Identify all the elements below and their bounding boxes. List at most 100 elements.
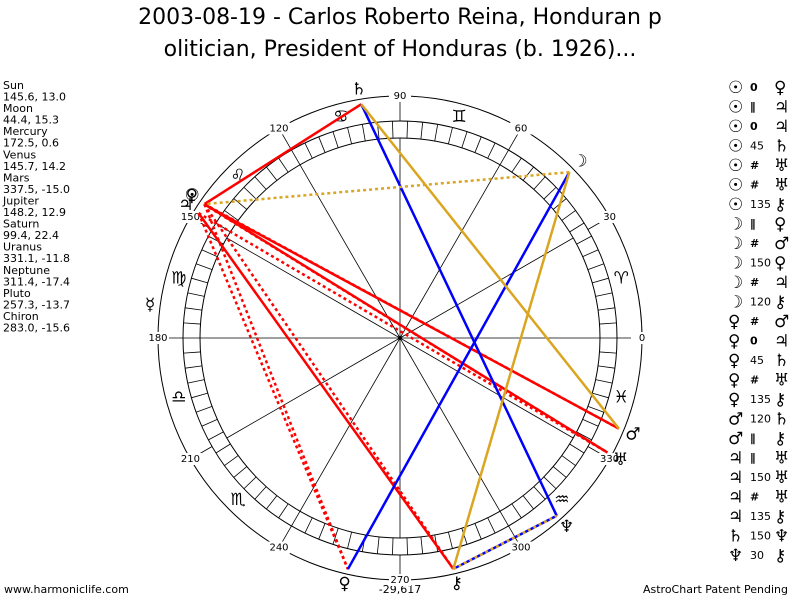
aspect-line bbox=[203, 203, 609, 454]
planet-name: Venus bbox=[3, 148, 36, 161]
planet-name: Pluto bbox=[3, 287, 31, 300]
aspect-planet: ♅ bbox=[774, 176, 789, 196]
aspect-planet: ♀ bbox=[728, 312, 740, 332]
aspect-type: ∥ bbox=[750, 218, 756, 231]
aspect-line bbox=[452, 514, 558, 571]
zodiac-sign: ♓ bbox=[614, 387, 629, 407]
ring-tick bbox=[561, 455, 576, 466]
aspect-planet: ♃ bbox=[774, 332, 789, 352]
ring-tick bbox=[595, 292, 613, 297]
aspect-line bbox=[203, 203, 620, 430]
degree-label-bg bbox=[389, 574, 411, 586]
ring-tick bbox=[361, 124, 366, 142]
ring-tick bbox=[243, 186, 257, 200]
planet-glyph: ♆ bbox=[559, 517, 574, 537]
aspect-type: 135 bbox=[750, 198, 771, 211]
zodiac-sign: ♎ bbox=[171, 387, 186, 407]
ring-tick bbox=[201, 418, 218, 427]
aspect-planet: ♆ bbox=[774, 527, 789, 547]
planet-coords: 172.5, 0.6 bbox=[3, 137, 59, 150]
aspect-planet: ⚷ bbox=[774, 429, 786, 449]
ring-tick bbox=[576, 235, 592, 245]
aspect-planet: ♆ bbox=[728, 546, 743, 566]
ring-tick bbox=[595, 379, 613, 384]
aspect-planet: ♀ bbox=[728, 390, 740, 410]
ring-tick bbox=[487, 142, 496, 159]
planet-coords: 145.7, 14.2 bbox=[3, 160, 66, 173]
ring-tick bbox=[420, 122, 424, 140]
aspect-planet: ♄ bbox=[774, 137, 789, 157]
aspect-line bbox=[203, 203, 455, 570]
aspect-line bbox=[203, 103, 362, 206]
degree-label-bg bbox=[631, 332, 653, 344]
degree-label: 60 bbox=[515, 123, 528, 134]
ring-tick bbox=[215, 443, 231, 454]
aspect-planet: ☉ bbox=[728, 156, 743, 176]
planet-glyph: ♀ bbox=[338, 574, 350, 594]
ring-tick bbox=[522, 495, 534, 510]
aspect-type: # bbox=[750, 276, 759, 289]
aspect-planet: ♂ bbox=[728, 429, 743, 449]
aspect-planet: ♅ bbox=[774, 371, 789, 391]
ring-tick bbox=[587, 263, 605, 270]
ring-tick bbox=[376, 536, 380, 554]
ring-tick bbox=[332, 131, 339, 148]
ring-tick bbox=[291, 149, 301, 165]
ring-tick bbox=[191, 392, 208, 399]
house-spoke bbox=[399, 337, 574, 439]
planet-coords: 337.5, -15.0 bbox=[3, 183, 70, 196]
degree-label: 30 bbox=[603, 212, 616, 223]
degree-label: 210 bbox=[181, 454, 200, 465]
ring-tick bbox=[420, 536, 424, 554]
aspect-planet: ☽ bbox=[728, 234, 743, 254]
aspect-planet: ☉ bbox=[728, 78, 743, 98]
degree-label-bg bbox=[179, 211, 202, 223]
ring-tick bbox=[592, 392, 609, 399]
degree-label-bg bbox=[598, 211, 621, 223]
aspect-planet: ♃ bbox=[728, 468, 743, 488]
aspect-planet: ☽ bbox=[728, 215, 743, 235]
aspect-planet: ☉ bbox=[728, 117, 743, 137]
zodiac-sign: ♏ bbox=[230, 490, 245, 510]
ring-tick bbox=[576, 431, 592, 441]
aspect-planet: ♅ bbox=[774, 468, 789, 488]
aspect-planet: ♃ bbox=[774, 273, 789, 293]
planet-glyph: ⚷ bbox=[450, 574, 462, 594]
ring-tick bbox=[487, 517, 496, 534]
ring-tick bbox=[582, 418, 599, 427]
aspect-planet: ♄ bbox=[774, 410, 789, 430]
ring-tick bbox=[543, 186, 557, 200]
aspect-type: 120 bbox=[750, 413, 771, 426]
ring-tick bbox=[266, 166, 278, 181]
aspect-planet: ☽ bbox=[728, 254, 743, 274]
degree-label-bg bbox=[510, 122, 532, 135]
ring-tick bbox=[254, 486, 267, 500]
degree-label: 240 bbox=[269, 543, 288, 554]
ring-tick bbox=[569, 222, 585, 233]
planet-name: Mercury bbox=[3, 125, 48, 138]
ring-tick bbox=[195, 263, 213, 270]
aspect-line bbox=[197, 212, 609, 454]
ring-tick bbox=[447, 531, 453, 549]
aspect-type: # bbox=[750, 374, 759, 387]
aspect-planet: ☉ bbox=[728, 195, 743, 215]
aspect-line bbox=[452, 171, 571, 570]
ring-tick bbox=[511, 503, 522, 519]
ring-tick bbox=[318, 136, 326, 153]
ring-tick bbox=[187, 292, 205, 297]
aspect-line bbox=[197, 212, 350, 570]
aspect-planet: ⚷ bbox=[774, 390, 786, 410]
aspect-planet: ♀ bbox=[774, 254, 786, 274]
planet-name: Sun bbox=[3, 79, 24, 92]
title-line: 2003-08-19 - Carlos Roberto Reina, Hondu… bbox=[138, 5, 662, 30]
ring-tick bbox=[304, 142, 313, 159]
aspect-planet: ♃ bbox=[728, 507, 743, 527]
footer-left: www.harmoniclife.com bbox=[4, 583, 129, 596]
aspect-line bbox=[346, 171, 571, 570]
aspect-type: # bbox=[750, 491, 759, 504]
degree-label: 120 bbox=[269, 123, 288, 134]
aspect-planet: ☽ bbox=[728, 273, 743, 293]
degree-label-bg bbox=[179, 453, 202, 465]
aspect-type: ∥ bbox=[750, 452, 756, 465]
